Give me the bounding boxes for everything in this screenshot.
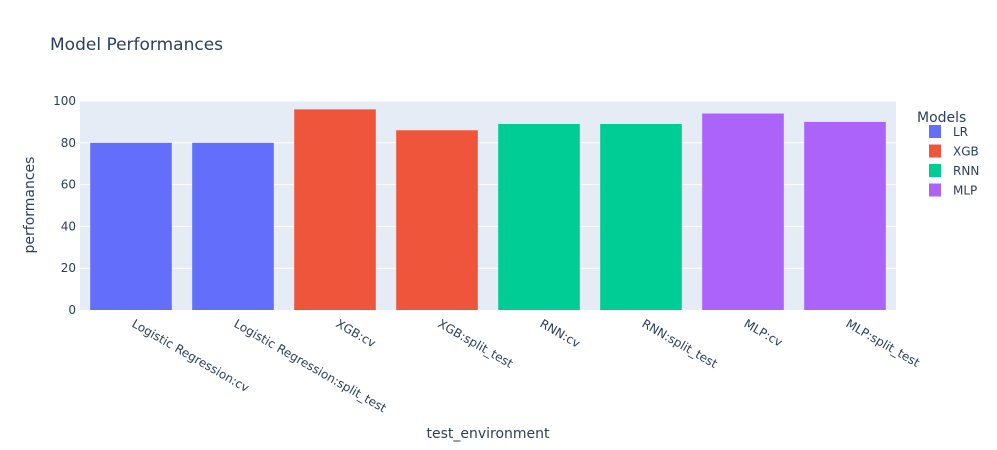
y-tick-label: 60 xyxy=(61,178,76,192)
chart-title: Model Performances xyxy=(50,35,223,55)
y-tick-labels: 0 20 40 60 80 100 xyxy=(53,94,76,317)
x-tick-label: MLP:cv xyxy=(742,316,785,349)
legend[interactable]: Models LR XGB RNN MLP xyxy=(917,110,979,198)
legend-swatch-mlp[interactable] xyxy=(929,183,941,197)
bar-mlp[interactable] xyxy=(702,113,784,310)
x-tick-label: XGB:cv xyxy=(334,316,379,350)
bar-lr[interactable] xyxy=(90,142,172,310)
x-tick-label: XGB:split_test xyxy=(436,316,516,370)
y-tick-label: 80 xyxy=(61,136,76,150)
legend-label-lr[interactable]: LR xyxy=(953,125,968,139)
legend-label-rnn[interactable]: RNN xyxy=(953,164,979,178)
bar-xgb[interactable] xyxy=(294,109,376,310)
bar-lr[interactable] xyxy=(192,142,274,310)
legend-swatch-lr[interactable] xyxy=(929,125,941,138)
y-axis-title: performances xyxy=(22,157,38,254)
y-tick-label: 100 xyxy=(53,94,76,108)
legend-title: Models xyxy=(917,110,966,126)
bar-mlp[interactable] xyxy=(804,121,886,311)
x-tick-label: MLP:split_test xyxy=(844,316,923,370)
y-tick-label: 20 xyxy=(61,261,76,275)
x-axis-title: test_environment xyxy=(426,426,550,442)
legend-swatch-rnn[interactable] xyxy=(929,164,941,177)
bars xyxy=(90,109,886,311)
legend-swatch-xgb[interactable] xyxy=(929,144,941,158)
bar-xgb[interactable] xyxy=(396,130,478,310)
x-tick-label: RNN:split_test xyxy=(640,316,721,371)
legend-label-mlp[interactable]: MLP xyxy=(953,184,977,198)
y-tick-label: 0 xyxy=(68,303,76,317)
bar-rnn[interactable] xyxy=(498,123,580,311)
bar-rnn[interactable] xyxy=(600,123,682,311)
y-tick-label: 40 xyxy=(61,219,76,233)
x-tick-label: RNN:cv xyxy=(538,316,583,350)
legend-label-xgb[interactable]: XGB xyxy=(953,145,979,159)
